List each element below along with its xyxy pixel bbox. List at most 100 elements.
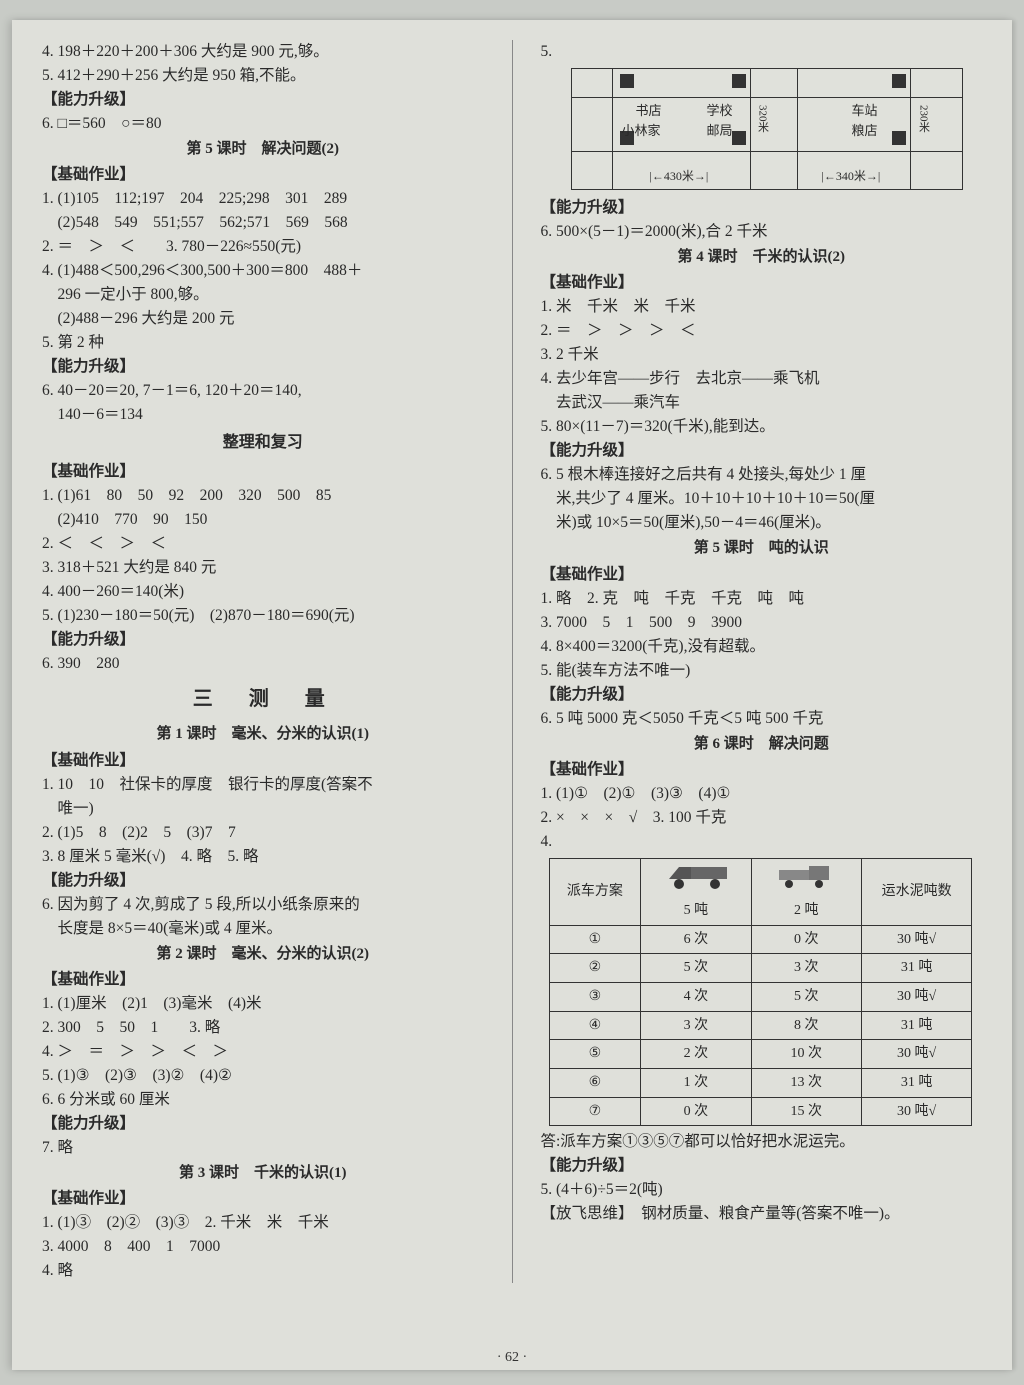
- line: 3. 8 厘米 5 毫米(√) 4. 略 5. 略: [42, 845, 484, 869]
- line: 5. 能(装车方法不唯一): [541, 659, 983, 683]
- column-separator: [512, 40, 513, 1283]
- table-row: ⑦0 次15 次30 吨√: [549, 1097, 972, 1126]
- line: 1. 略 2. 克 吨 千克 千克 吨 吨: [541, 587, 983, 611]
- line: 5. 第 2 种: [42, 331, 484, 355]
- line: 6. 390 280: [42, 652, 484, 676]
- map-label: 书店: [636, 101, 662, 121]
- line: 6. 因为剪了 4 次,剪成了 5 段,所以小纸条原来的: [42, 893, 484, 917]
- line: 6. 5 吨 5000 克＜5050 千克＜5 吨 500 千克: [541, 707, 983, 731]
- table-cell: ⑥: [549, 1068, 641, 1097]
- line: 2. × × × √ 3. 100 千克: [541, 806, 983, 830]
- page-number: · 62 ·: [12, 1350, 1012, 1366]
- line: 2. 300 5 50 1 3. 略: [42, 1016, 484, 1040]
- line: 5. (1)③ (2)③ (3)② (4)②: [42, 1064, 484, 1088]
- table-cell: ④: [549, 1011, 641, 1040]
- table-cell: 2 次: [641, 1040, 751, 1069]
- line: 唯一): [42, 797, 484, 821]
- map-label: 邮局: [707, 121, 733, 141]
- table-cell: ⑦: [549, 1097, 641, 1126]
- table-cell: 15 次: [751, 1097, 861, 1126]
- line: 2. ＝ ＞ ＜ 3. 780－226≈550(元): [42, 235, 484, 259]
- table-row: ③4 次5 次30 吨√: [549, 982, 972, 1011]
- basic-tag: 【基础作业】: [541, 563, 983, 587]
- line: 1. (1)① (2)① (3)③ (4)①: [541, 782, 983, 806]
- truck-5t-icon: [661, 862, 731, 892]
- table-body: ①6 次0 次30 吨√②5 次3 次31 吨③4 次5 次30 吨√④3 次8…: [549, 925, 972, 1126]
- th-5ton: 5 吨: [641, 859, 751, 925]
- ability-tag: 【能力升级】: [541, 683, 983, 707]
- line: 去武汉——乘汽车: [541, 391, 983, 415]
- lesson-heading: 第 1 课时 毫米、分米的认识(1): [42, 723, 484, 746]
- lesson-heading: 第 3 课时 千米的认识(1): [42, 1162, 484, 1185]
- line: 2. ＝ ＞ ＞ ＞ ＜: [541, 319, 983, 343]
- line: 6. 6 分米或 60 厘米: [42, 1088, 484, 1112]
- table-row: ⑥1 次13 次31 吨: [549, 1068, 972, 1097]
- table-cell: ②: [549, 954, 641, 983]
- lesson-heading: 第 6 课时 解决问题: [541, 733, 983, 756]
- review-heading: 整理和复习: [42, 431, 484, 456]
- line: 4. 去少年宫——步行 去北京——乘飞机: [541, 367, 983, 391]
- th-tons: 运水泥吨数: [861, 859, 971, 925]
- line: 5. 412＋290＋256 大约是 950 箱,不能。: [42, 64, 484, 88]
- line: 140－6＝134: [42, 403, 484, 427]
- table-cell: ③: [549, 982, 641, 1011]
- line: 5.: [541, 40, 983, 64]
- table-cell: 30 吨√: [861, 982, 971, 1011]
- worksheet-page: 4. 198＋220＋200＋306 大约是 900 元,够。 5. 412＋2…: [12, 20, 1012, 1370]
- th-plan: 派车方案: [549, 859, 641, 925]
- line: 1. (1)厘米 (2)1 (3)毫米 (4)米: [42, 992, 484, 1016]
- building-icon: [732, 74, 746, 88]
- map-distance: 230米: [915, 105, 932, 133]
- line: 6. 500×(5－1)＝2000(米),合 2 千米: [541, 220, 983, 244]
- table-cell: 31 吨: [861, 1011, 971, 1040]
- basic-tag: 【基础作业】: [541, 758, 983, 782]
- ability-tag: 【能力升级】: [42, 628, 484, 652]
- line: 3. 4000 8 400 1 7000: [42, 1235, 484, 1259]
- line: 米,共少了 4 厘米。10＋10＋10＋10＋10＝50(厘: [541, 487, 983, 511]
- lesson-heading: 第 4 课时 千米的认识(2): [541, 246, 983, 269]
- table-cell: 3 次: [641, 1011, 751, 1040]
- table-cell: 31 吨: [861, 954, 971, 983]
- line: (2)548 549 551;557 562;571 569 568: [42, 211, 484, 235]
- line: 4. (1)488＜500,296＜300,500＋300＝800 488＋: [42, 259, 484, 283]
- table-row: ⑤2 次10 次30 吨√: [549, 1040, 972, 1069]
- table-cell: 1 次: [641, 1068, 751, 1097]
- basic-tag: 【基础作业】: [42, 749, 484, 773]
- table-cell: 30 吨√: [861, 925, 971, 954]
- map-label: 小林家: [622, 121, 661, 141]
- map-diagram: 书店 学校 车站 小林家 邮局 粮店 320米 230米 |←430米→| |←…: [571, 68, 963, 190]
- table-cell: 13 次: [751, 1068, 861, 1097]
- building-icon: [732, 131, 746, 145]
- line: 1. (1)61 80 50 92 200 320 500 85: [42, 484, 484, 508]
- line: 1. (1)105 112;197 204 225;298 301 289: [42, 187, 484, 211]
- th-2ton: 2 吨: [751, 859, 861, 925]
- line: 4.: [541, 830, 983, 854]
- lesson-heading: 第 5 课时 吨的认识: [541, 537, 983, 560]
- ability-tag: 【能力升级】: [541, 196, 983, 220]
- line: 296 一定小于 800,够。: [42, 283, 484, 307]
- table-cell: 5 次: [641, 954, 751, 983]
- right-column: 5. 书店 学校 车站 小林家 邮局 粮店: [541, 40, 983, 1283]
- two-column-layout: 4. 198＋220＋200＋306 大约是 900 元,够。 5. 412＋2…: [42, 40, 982, 1283]
- table-cell: 0 次: [641, 1097, 751, 1126]
- basic-tag: 【基础作业】: [42, 460, 484, 484]
- left-column: 4. 198＋220＋200＋306 大约是 900 元,够。 5. 412＋2…: [42, 40, 484, 1283]
- line: (2)488－296 大约是 200 元: [42, 307, 484, 331]
- map-label: 粮店: [852, 121, 878, 141]
- table-cell: 4 次: [641, 982, 751, 1011]
- building-icon: [892, 74, 906, 88]
- line: 6. 40－20＝20, 7－1＝6, 120＋20＝140,: [42, 379, 484, 403]
- ability-tag: 【能力升级】: [541, 439, 983, 463]
- line: 4. 略: [42, 1259, 484, 1283]
- map-distance: |←430米→|: [650, 167, 709, 186]
- basic-tag: 【基础作业】: [42, 1187, 484, 1211]
- line: 3. 7000 5 1 500 9 3900: [541, 611, 983, 635]
- map-distance: 320米: [754, 105, 771, 133]
- basic-tag: 【基础作业】: [42, 968, 484, 992]
- ability-tag: 【能力升级】: [541, 1154, 983, 1178]
- table-cell: 10 次: [751, 1040, 861, 1069]
- table-cell: ⑤: [549, 1040, 641, 1069]
- truck-plan-table: 派车方案 5 吨: [549, 858, 973, 1126]
- table-cell: 6 次: [641, 925, 751, 954]
- basic-tag: 【基础作业】: [42, 163, 484, 187]
